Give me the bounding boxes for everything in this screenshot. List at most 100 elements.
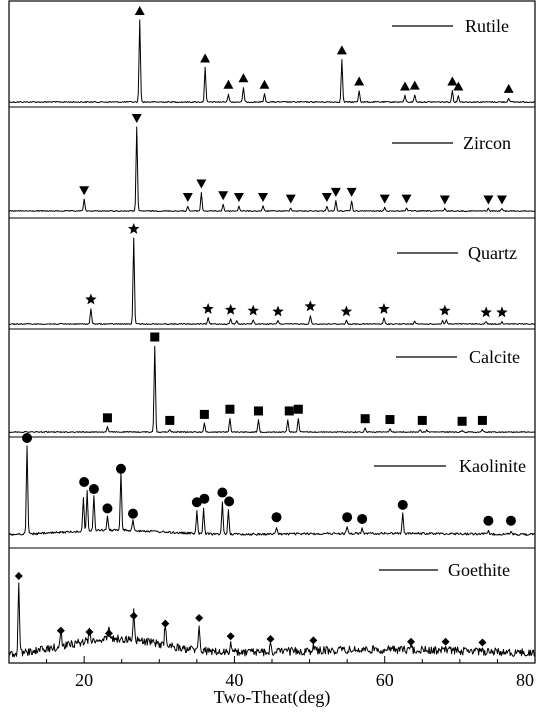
peak-marker-zircon <box>257 192 268 202</box>
peak-marker-calcite <box>284 406 294 416</box>
peak-marker-calcite <box>477 415 487 425</box>
peak-marker-goethite <box>104 629 113 638</box>
x-tick-label: 80 <box>516 670 534 690</box>
peak-marker-kaolinite <box>357 513 368 524</box>
peak-marker-rutile <box>503 83 514 93</box>
peak-marker-zircon <box>233 192 244 202</box>
peak-marker-kaolinite <box>115 463 126 474</box>
x-tick-label: 40 <box>225 670 243 690</box>
peak-marker-zircon <box>131 114 142 123</box>
pattern-trace-calcite <box>8 345 536 433</box>
peak-marker-quartz <box>378 302 390 314</box>
peak-marker-calcite <box>385 415 395 425</box>
peak-marker-kaolinite <box>483 515 494 526</box>
panel-goethite: Goethite <box>8 560 536 658</box>
panel-rutile: Rutile <box>8 6 536 108</box>
peak-marker-quartz <box>128 223 140 234</box>
peak-marker-quartz <box>480 306 492 318</box>
peak-marker-kaolinite <box>224 496 235 507</box>
peak-marker-goethite <box>129 611 138 620</box>
peak-marker-zircon <box>439 195 450 205</box>
peak-marker-goethite <box>478 638 487 647</box>
peak-marker-quartz <box>340 305 353 317</box>
pattern-trace-goethite <box>8 582 536 658</box>
peak-marker-goethite <box>266 635 275 643</box>
peak-marker-calcite <box>457 416 467 426</box>
peak-marker-zircon <box>346 187 357 197</box>
peak-marker-goethite <box>309 636 318 645</box>
peak-marker-zircon <box>218 191 229 201</box>
legend-label-quartz: Quartz <box>468 243 517 263</box>
panel-kaolinite: Kaolinite <box>8 433 536 549</box>
peak-marker-rutile <box>238 73 249 83</box>
peak-marker-kaolinite <box>88 484 99 495</box>
peak-marker-zircon <box>496 195 507 205</box>
peak-marker-calcite <box>165 415 175 425</box>
peak-marker-kaolinite <box>342 512 353 523</box>
peak-marker-calcite <box>225 404 235 414</box>
peak-marker-rutile <box>354 76 365 86</box>
peak-marker-zircon <box>379 194 390 204</box>
peak-marker-quartz <box>272 305 284 317</box>
legend-label-zircon: Zircon <box>463 133 511 153</box>
chart-panels: Rutile Zircon Quartz Calcite Kaolinite Goethi… <box>8 6 536 658</box>
pattern-trace-kaolinite <box>8 445 536 536</box>
peak-marker-rutile <box>400 81 411 91</box>
peak-marker-goethite <box>407 637 416 646</box>
peak-marker-calcite <box>150 332 160 342</box>
peak-marker-zircon <box>483 195 494 205</box>
peak-marker-rutile <box>223 79 234 89</box>
peak-marker-goethite <box>441 637 450 646</box>
peak-marker-calcite <box>360 414 370 424</box>
legend-label-goethite: Goethite <box>448 560 510 580</box>
peak-marker-quartz <box>202 302 214 314</box>
peak-marker-rutile <box>134 6 145 15</box>
x-axis: 20 40 60 80 <box>8 656 536 690</box>
peak-marker-goethite <box>161 619 170 628</box>
peak-marker-rutile <box>409 80 420 90</box>
panel-zircon: Zircon <box>8 114 536 219</box>
pattern-trace-quartz <box>8 237 536 325</box>
peak-marker-quartz <box>439 304 451 316</box>
peak-marker-quartz <box>224 303 237 315</box>
peak-marker-kaolinite <box>102 503 113 514</box>
peak-marker-kaolinite <box>217 487 228 498</box>
peak-marker-zircon <box>285 194 296 204</box>
peak-marker-calcite <box>253 406 263 416</box>
panel-calcite: Calcite <box>8 332 536 438</box>
peak-marker-zircon <box>401 194 412 204</box>
peak-marker-kaolinite <box>127 508 138 519</box>
peak-marker-kaolinite <box>22 433 33 443</box>
peak-marker-rutile <box>336 45 347 55</box>
peak-marker-quartz <box>247 304 259 316</box>
peak-marker-rutile <box>259 79 270 89</box>
peak-marker-goethite <box>85 628 94 636</box>
peak-marker-rutile <box>447 76 458 86</box>
peak-marker-quartz <box>304 300 317 312</box>
peak-marker-calcite <box>293 404 303 414</box>
peak-marker-quartz <box>496 306 508 318</box>
legend-label-kaolinite: Kaolinite <box>459 456 526 476</box>
peak-marker-kaolinite <box>191 497 202 508</box>
peak-marker-goethite <box>56 626 65 635</box>
peak-marker-goethite <box>195 614 204 622</box>
x-tick-label: 60 <box>376 670 394 690</box>
peak-marker-zircon <box>321 192 332 202</box>
peak-marker-kaolinite <box>271 512 282 523</box>
x-tick-label: 20 <box>75 670 93 690</box>
panel-quartz: Quartz <box>8 223 536 330</box>
pattern-trace-zircon <box>8 126 536 212</box>
peak-marker-calcite <box>102 413 112 423</box>
peak-marker-zircon <box>330 187 341 197</box>
legend-label-rutile: Rutile <box>465 16 509 36</box>
peak-marker-zircon <box>182 192 193 202</box>
peak-marker-rutile <box>453 81 464 91</box>
peak-marker-rutile <box>200 53 211 63</box>
peak-marker-kaolinite <box>397 499 408 510</box>
peak-marker-zircon <box>79 186 90 196</box>
peak-marker-quartz <box>85 293 97 305</box>
peak-marker-calcite <box>199 409 209 419</box>
peak-marker-kaolinite <box>505 515 516 526</box>
peak-marker-goethite <box>14 572 23 580</box>
